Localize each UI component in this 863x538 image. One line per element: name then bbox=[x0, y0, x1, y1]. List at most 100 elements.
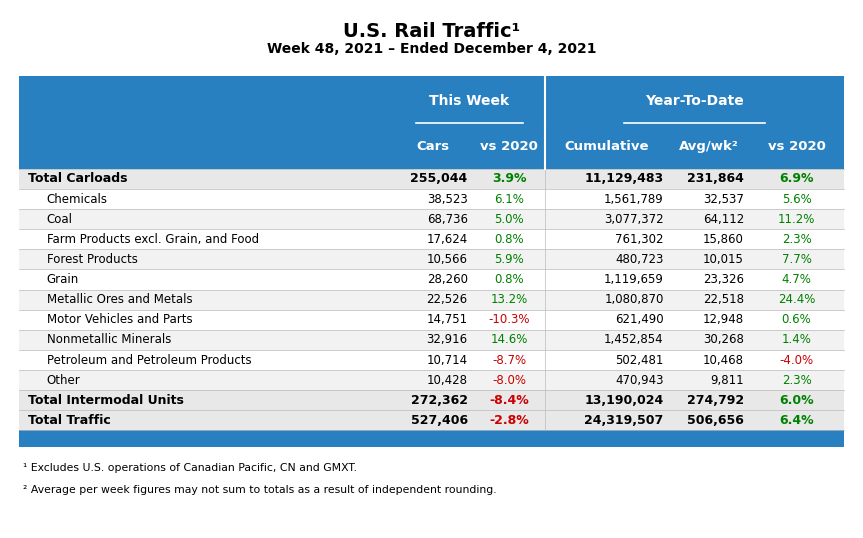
Text: 5.0%: 5.0% bbox=[494, 213, 524, 226]
Text: 3.9%: 3.9% bbox=[492, 173, 526, 186]
Text: 38,523: 38,523 bbox=[427, 193, 468, 206]
Text: 1.4%: 1.4% bbox=[782, 334, 811, 346]
Text: 272,362: 272,362 bbox=[411, 394, 468, 407]
Text: 470,943: 470,943 bbox=[615, 373, 664, 387]
Text: Year-To-Date: Year-To-Date bbox=[646, 94, 744, 108]
Bar bbox=[19, 330, 844, 350]
Text: Total Carloads: Total Carloads bbox=[28, 173, 127, 186]
Bar bbox=[19, 390, 844, 410]
Text: Other: Other bbox=[47, 373, 80, 387]
Text: 11,129,483: 11,129,483 bbox=[584, 173, 664, 186]
Text: 0.8%: 0.8% bbox=[494, 233, 524, 246]
Bar bbox=[19, 370, 844, 390]
Text: Avg/wk²: Avg/wk² bbox=[679, 140, 739, 153]
Text: 10,566: 10,566 bbox=[426, 253, 468, 266]
Text: Petroleum and Petroleum Products: Petroleum and Petroleum Products bbox=[47, 353, 251, 366]
Text: 6.0%: 6.0% bbox=[779, 394, 814, 407]
Text: 0.8%: 0.8% bbox=[494, 273, 524, 286]
Text: 14,751: 14,751 bbox=[426, 313, 468, 326]
Text: Total Intermodal Units: Total Intermodal Units bbox=[28, 394, 184, 407]
Text: 30,268: 30,268 bbox=[703, 334, 744, 346]
Text: 17,624: 17,624 bbox=[426, 233, 468, 246]
Text: 7.7%: 7.7% bbox=[782, 253, 811, 266]
Text: 5.9%: 5.9% bbox=[494, 253, 524, 266]
Text: 68,736: 68,736 bbox=[426, 213, 468, 226]
Text: 9,811: 9,811 bbox=[710, 373, 744, 387]
Text: Metallic Ores and Metals: Metallic Ores and Metals bbox=[47, 293, 192, 306]
Text: Motor Vehicles and Parts: Motor Vehicles and Parts bbox=[47, 313, 192, 326]
Bar bbox=[19, 410, 844, 430]
Text: 621,490: 621,490 bbox=[615, 313, 664, 326]
Text: Cars: Cars bbox=[416, 140, 450, 153]
Text: ² Average per week figures may not sum to totals as a result of independent roun: ² Average per week figures may not sum t… bbox=[23, 485, 497, 495]
Text: Coal: Coal bbox=[47, 213, 72, 226]
Text: 11.2%: 11.2% bbox=[778, 213, 816, 226]
Text: 32,537: 32,537 bbox=[703, 193, 744, 206]
Bar bbox=[19, 430, 844, 447]
Text: 10,714: 10,714 bbox=[426, 353, 468, 366]
Text: 274,792: 274,792 bbox=[687, 394, 744, 407]
Text: 64,112: 64,112 bbox=[702, 213, 744, 226]
Text: Farm Products excl. Grain, and Food: Farm Products excl. Grain, and Food bbox=[47, 233, 259, 246]
Text: -8.0%: -8.0% bbox=[492, 373, 526, 387]
Text: vs 2020: vs 2020 bbox=[767, 140, 826, 153]
Text: 10,015: 10,015 bbox=[703, 253, 744, 266]
Text: -8.7%: -8.7% bbox=[492, 353, 526, 366]
Bar bbox=[19, 169, 844, 189]
Text: 6.1%: 6.1% bbox=[494, 193, 524, 206]
Text: Nonmetallic Minerals: Nonmetallic Minerals bbox=[47, 334, 171, 346]
Bar bbox=[19, 229, 844, 250]
Bar bbox=[19, 250, 844, 270]
Text: -8.4%: -8.4% bbox=[489, 394, 529, 407]
Text: 6.4%: 6.4% bbox=[779, 414, 814, 427]
Text: 506,656: 506,656 bbox=[687, 414, 744, 427]
Text: 10,468: 10,468 bbox=[702, 353, 744, 366]
Text: 22,526: 22,526 bbox=[426, 293, 468, 306]
Text: 1,080,870: 1,080,870 bbox=[604, 293, 664, 306]
Bar bbox=[19, 289, 844, 310]
Text: 480,723: 480,723 bbox=[615, 253, 664, 266]
Bar bbox=[19, 76, 844, 125]
Text: 761,302: 761,302 bbox=[615, 233, 664, 246]
Text: 13,190,024: 13,190,024 bbox=[584, 394, 664, 407]
Text: 24,319,507: 24,319,507 bbox=[584, 414, 664, 427]
Text: vs 2020: vs 2020 bbox=[480, 140, 539, 153]
Text: 23,326: 23,326 bbox=[702, 273, 744, 286]
Text: -4.0%: -4.0% bbox=[779, 353, 814, 366]
Text: 15,860: 15,860 bbox=[703, 233, 744, 246]
Bar bbox=[19, 270, 844, 289]
Text: 10,428: 10,428 bbox=[426, 373, 468, 387]
Text: 231,864: 231,864 bbox=[687, 173, 744, 186]
Text: 14.6%: 14.6% bbox=[490, 334, 528, 346]
Text: U.S. Rail Traffic¹: U.S. Rail Traffic¹ bbox=[343, 22, 520, 40]
Text: Week 48, 2021 – Ended December 4, 2021: Week 48, 2021 – Ended December 4, 2021 bbox=[267, 42, 596, 56]
Text: Forest Products: Forest Products bbox=[47, 253, 137, 266]
Text: 2.3%: 2.3% bbox=[782, 233, 811, 246]
Text: 1,561,789: 1,561,789 bbox=[604, 193, 664, 206]
Text: 1,452,854: 1,452,854 bbox=[604, 334, 664, 346]
Text: Cumulative: Cumulative bbox=[565, 140, 649, 153]
Bar bbox=[19, 350, 844, 370]
Text: 6.9%: 6.9% bbox=[779, 173, 814, 186]
Text: 3,077,372: 3,077,372 bbox=[604, 213, 664, 226]
Text: 13.2%: 13.2% bbox=[490, 293, 528, 306]
Text: 28,260: 28,260 bbox=[426, 273, 468, 286]
Text: 1,119,659: 1,119,659 bbox=[604, 273, 664, 286]
Text: -10.3%: -10.3% bbox=[488, 313, 530, 326]
Bar bbox=[19, 189, 844, 209]
Text: This Week: This Week bbox=[429, 94, 509, 108]
Bar bbox=[19, 209, 844, 229]
Text: 32,916: 32,916 bbox=[426, 334, 468, 346]
Bar bbox=[19, 125, 844, 169]
Text: 5.6%: 5.6% bbox=[782, 193, 811, 206]
Text: -2.8%: -2.8% bbox=[489, 414, 529, 427]
Text: Chemicals: Chemicals bbox=[47, 193, 108, 206]
Text: 12,948: 12,948 bbox=[702, 313, 744, 326]
Text: 22,518: 22,518 bbox=[702, 293, 744, 306]
Text: Grain: Grain bbox=[47, 273, 79, 286]
Text: 502,481: 502,481 bbox=[615, 353, 664, 366]
Text: 2.3%: 2.3% bbox=[782, 373, 811, 387]
Text: Total Traffic: Total Traffic bbox=[28, 414, 110, 427]
Text: ¹ Excludes U.S. operations of Canadian Pacific, CN and GMXT.: ¹ Excludes U.S. operations of Canadian P… bbox=[23, 463, 357, 473]
Text: 4.7%: 4.7% bbox=[782, 273, 811, 286]
